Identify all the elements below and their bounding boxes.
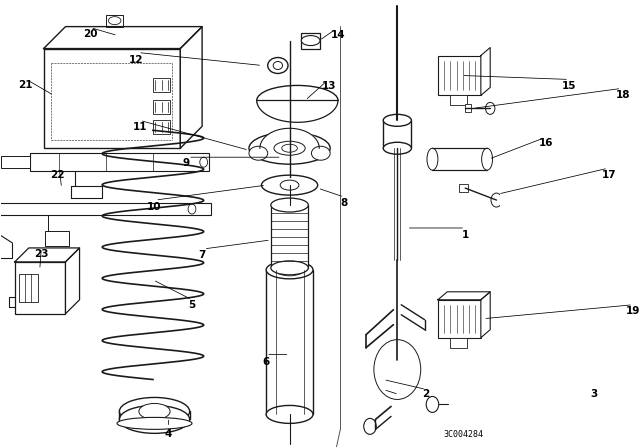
Bar <box>153 100 170 114</box>
Ellipse shape <box>274 141 305 155</box>
Ellipse shape <box>117 418 192 429</box>
Text: 1: 1 <box>461 230 469 240</box>
Bar <box>1 156 30 168</box>
Ellipse shape <box>249 146 268 160</box>
Circle shape <box>491 193 502 207</box>
Bar <box>438 300 481 338</box>
Text: 2: 2 <box>422 389 430 400</box>
Bar <box>450 95 467 105</box>
Polygon shape <box>180 26 202 148</box>
Bar <box>266 270 313 414</box>
Ellipse shape <box>427 148 438 170</box>
Text: 12: 12 <box>129 55 143 65</box>
Text: 6: 6 <box>262 357 270 366</box>
Ellipse shape <box>139 404 170 419</box>
Polygon shape <box>15 248 79 262</box>
Bar <box>45 231 68 246</box>
Circle shape <box>364 418 376 435</box>
Ellipse shape <box>383 114 412 126</box>
Text: 17: 17 <box>602 170 616 180</box>
Ellipse shape <box>312 146 330 160</box>
Ellipse shape <box>271 261 308 275</box>
Bar <box>433 148 487 170</box>
Text: 8: 8 <box>340 198 348 208</box>
Text: 21: 21 <box>19 81 33 90</box>
Text: 18: 18 <box>616 90 630 100</box>
Bar <box>271 205 308 268</box>
Text: 15: 15 <box>562 82 577 91</box>
Text: 11: 11 <box>132 122 147 132</box>
Text: 3C004284: 3C004284 <box>443 431 483 439</box>
Circle shape <box>380 348 415 392</box>
Polygon shape <box>481 47 490 95</box>
Text: 22: 22 <box>50 170 64 180</box>
Ellipse shape <box>271 198 308 212</box>
Circle shape <box>188 204 196 214</box>
Ellipse shape <box>301 35 320 46</box>
Circle shape <box>426 396 438 413</box>
Polygon shape <box>438 292 490 300</box>
Bar <box>19 274 38 302</box>
Bar <box>438 56 481 95</box>
Ellipse shape <box>383 142 412 154</box>
Polygon shape <box>481 292 490 338</box>
Ellipse shape <box>249 132 330 164</box>
Text: 9: 9 <box>183 158 190 168</box>
Bar <box>29 153 209 171</box>
Bar <box>153 78 170 92</box>
Bar <box>44 48 180 148</box>
Text: 3: 3 <box>591 389 598 400</box>
Text: 4: 4 <box>165 429 172 439</box>
Text: 23: 23 <box>34 249 49 259</box>
Ellipse shape <box>266 261 313 279</box>
Polygon shape <box>44 26 202 48</box>
Text: 10: 10 <box>147 202 162 212</box>
Ellipse shape <box>262 175 317 195</box>
Ellipse shape <box>282 144 298 152</box>
Ellipse shape <box>266 405 313 423</box>
Text: 7: 7 <box>198 250 206 260</box>
Bar <box>383 121 412 148</box>
Bar <box>301 33 320 48</box>
Bar <box>15 262 65 314</box>
Polygon shape <box>65 248 79 314</box>
Ellipse shape <box>257 86 338 115</box>
Text: 14: 14 <box>331 30 346 39</box>
Circle shape <box>374 340 420 400</box>
Bar <box>153 121 170 134</box>
Ellipse shape <box>482 148 493 170</box>
Bar <box>459 184 468 192</box>
Ellipse shape <box>120 405 189 433</box>
Bar <box>0 203 211 215</box>
Text: 5: 5 <box>188 300 196 310</box>
Bar <box>465 104 472 112</box>
Ellipse shape <box>273 61 282 69</box>
Text: 19: 19 <box>626 306 640 316</box>
Text: 13: 13 <box>321 82 336 91</box>
Circle shape <box>486 103 495 114</box>
Text: 16: 16 <box>538 138 553 148</box>
Ellipse shape <box>120 397 189 425</box>
Bar <box>106 15 124 26</box>
Ellipse shape <box>108 17 121 25</box>
Ellipse shape <box>268 57 288 73</box>
Ellipse shape <box>275 264 303 276</box>
Bar <box>450 338 467 348</box>
Ellipse shape <box>280 180 299 190</box>
Text: 20: 20 <box>83 29 98 39</box>
Circle shape <box>200 157 207 167</box>
